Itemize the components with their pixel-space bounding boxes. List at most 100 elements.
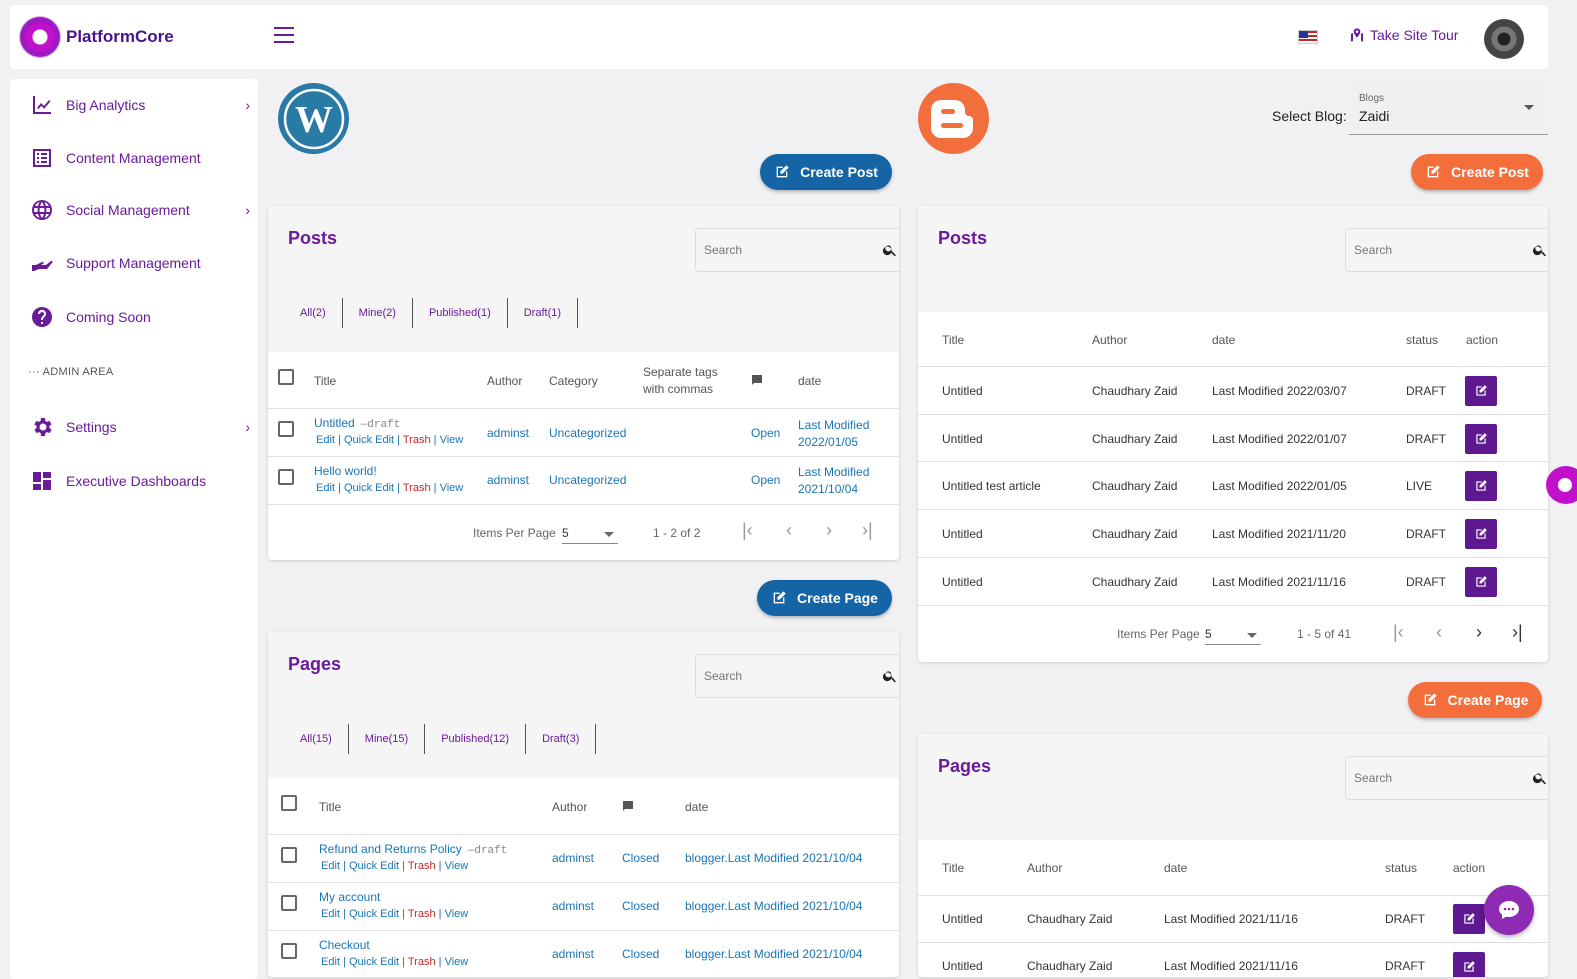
blogger-create-post-button[interactable]: Create Post	[1411, 154, 1543, 190]
first-page-icon[interactable]: |‹	[742, 520, 753, 540]
author-link[interactable]: adminst	[487, 473, 530, 487]
column-header-date[interactable]: date	[798, 374, 822, 388]
comments-status[interactable]: Open	[751, 473, 781, 487]
row-checkbox[interactable]	[281, 943, 297, 959]
column-header-title[interactable]: Title	[319, 800, 342, 814]
blogger-pages-search[interactable]	[1345, 756, 1548, 800]
row-checkbox[interactable]	[281, 847, 297, 863]
author-link[interactable]: adminst	[552, 851, 595, 865]
wp-create-page-button[interactable]: Create Page	[757, 580, 892, 616]
page-title-link[interactable]: Checkout	[319, 938, 370, 952]
next-page-icon[interactable]: ›	[826, 520, 832, 540]
author-link[interactable]: adminst	[552, 947, 595, 961]
menu-toggle-icon[interactable]	[274, 27, 294, 43]
comments-status[interactable]: Closed	[622, 899, 660, 913]
row-checkbox[interactable]	[278, 469, 294, 485]
blogger-create-page-button[interactable]: Create Page	[1408, 682, 1542, 718]
prev-page-icon[interactable]: ‹	[1436, 622, 1442, 642]
edit-post-button[interactable]	[1465, 519, 1497, 549]
avatar[interactable]	[1484, 19, 1524, 59]
prev-page-icon[interactable]: ‹	[786, 520, 792, 540]
quick-edit-link[interactable]: Quick Edit	[343, 434, 395, 446]
edit-post-button[interactable]	[1465, 567, 1497, 597]
tab-mine[interactable]: Mine(2)	[343, 298, 413, 328]
trash-link[interactable]: Trash	[402, 482, 431, 494]
tab-published[interactable]: Published(12)	[425, 724, 527, 754]
edit-link[interactable]: Edit	[321, 860, 340, 872]
view-link[interactable]: View	[444, 908, 469, 920]
comments-status[interactable]: Open	[751, 426, 781, 440]
trash-link[interactable]: Trash	[407, 908, 436, 920]
comments-status[interactable]: Closed	[622, 851, 660, 865]
last-page-icon[interactable]: ›|	[1512, 622, 1523, 642]
search-input[interactable]	[1354, 243, 1524, 257]
edit-page-button[interactable]	[1453, 952, 1485, 977]
row-checkbox[interactable]	[278, 421, 294, 437]
edit-post-button[interactable]	[1465, 471, 1497, 501]
side-widget-handle[interactable]	[1546, 466, 1577, 504]
next-page-icon[interactable]: ›	[1476, 622, 1482, 642]
wp-create-post-button[interactable]: Create Post	[760, 154, 892, 190]
trash-link[interactable]: Trash	[402, 434, 431, 446]
edit-link[interactable]: Edit	[321, 956, 340, 968]
view-link[interactable]: View	[444, 956, 469, 968]
search-input[interactable]	[1354, 771, 1524, 785]
post-title-link[interactable]: Untitled	[314, 416, 355, 430]
edit-link[interactable]: Edit	[316, 434, 335, 446]
search-input[interactable]	[704, 243, 874, 257]
take-site-tour-button[interactable]: Take Site Tour	[1348, 27, 1458, 43]
author-link[interactable]: adminst	[487, 426, 530, 440]
category-link[interactable]: Uncategorized	[549, 473, 627, 487]
trash-link[interactable]: Trash	[407, 956, 436, 968]
page-title-link[interactable]: Refund and Returns Policy	[319, 842, 462, 856]
comments-status[interactable]: Closed	[622, 947, 660, 961]
view-link[interactable]: View	[444, 860, 469, 872]
column-header-title[interactable]: Title	[314, 374, 337, 388]
view-link[interactable]: View	[439, 482, 464, 494]
tab-all[interactable]: All(15)	[288, 724, 349, 754]
column-header-date[interactable]: date	[685, 800, 709, 814]
edit-page-button[interactable]	[1453, 904, 1485, 934]
tab-mine[interactable]: Mine(15)	[349, 724, 426, 754]
items-per-page-select[interactable]: 5	[1205, 627, 1261, 645]
author-link[interactable]: adminst	[552, 899, 595, 913]
sidebar-item-social-management[interactable]: Social Management ›	[30, 198, 250, 222]
tab-draft[interactable]: Draft(1)	[508, 298, 579, 328]
search-input[interactable]	[704, 669, 874, 683]
wp-pages-search[interactable]	[695, 654, 899, 698]
tab-published[interactable]: Published(1)	[413, 298, 508, 328]
blogger-posts-search[interactable]	[1345, 228, 1548, 272]
select-blog-dropdown[interactable]: Blogs Zaidi	[1349, 83, 1548, 135]
page-title-link[interactable]: My account	[319, 890, 381, 904]
items-per-page-select[interactable]: 5	[562, 526, 618, 544]
app-logo[interactable]: PlatformCore	[20, 17, 174, 57]
chat-launcher-button[interactable]	[1484, 885, 1534, 935]
us-flag-icon[interactable]	[1298, 30, 1318, 44]
wp-posts-search[interactable]	[695, 228, 899, 272]
select-all-checkbox[interactable]	[281, 795, 297, 811]
tab-all[interactable]: All(2)	[288, 298, 343, 328]
edit-link[interactable]: Edit	[316, 482, 335, 494]
quick-edit-link[interactable]: Quick Edit	[348, 956, 400, 968]
edit-link[interactable]: Edit	[321, 908, 340, 920]
sidebar-item-executive-dashboards[interactable]: Executive Dashboards	[30, 469, 250, 493]
quick-edit-link[interactable]: Quick Edit	[348, 860, 400, 872]
sidebar-item-content-management[interactable]: Content Management	[30, 146, 250, 170]
tab-draft[interactable]: Draft(3)	[526, 724, 597, 754]
sidebar-item-big-analytics[interactable]: Big Analytics ›	[30, 93, 250, 117]
category-link[interactable]: Uncategorized	[549, 426, 627, 440]
edit-post-button[interactable]	[1465, 376, 1497, 406]
row-checkbox[interactable]	[281, 895, 297, 911]
view-link[interactable]: View	[439, 434, 464, 446]
select-all-checkbox[interactable]	[278, 369, 294, 385]
quick-edit-link[interactable]: Quick Edit	[343, 482, 395, 494]
first-page-icon[interactable]: |‹	[1393, 622, 1404, 642]
edit-post-button[interactable]	[1465, 424, 1497, 454]
sidebar-item-settings[interactable]: Settings ›	[30, 415, 250, 439]
sidebar-item-support-management[interactable]: Support Management	[30, 251, 250, 275]
quick-edit-link[interactable]: Quick Edit	[348, 908, 400, 920]
sidebar-item-coming-soon[interactable]: Coming Soon	[30, 305, 250, 329]
trash-link[interactable]: Trash	[407, 860, 436, 872]
last-page-icon[interactable]: ›|	[862, 520, 873, 540]
post-title-link[interactable]: Hello world!	[314, 464, 377, 478]
